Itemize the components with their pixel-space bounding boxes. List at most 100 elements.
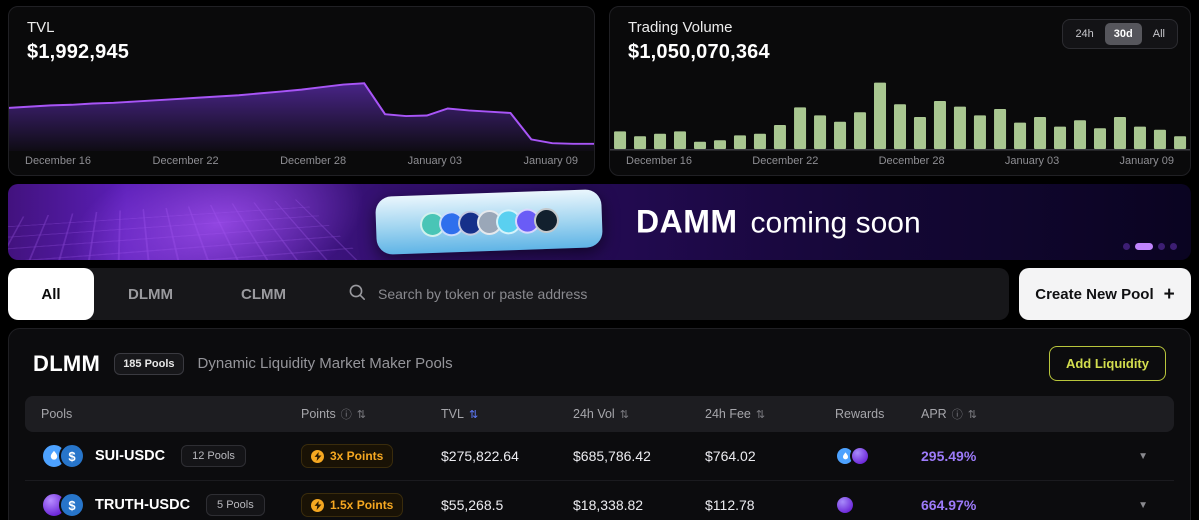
stats-row: TVL $1,992,945 December 16 December 22 Dec… — [0, 0, 1199, 176]
pools-table: Pools Points ⓘ ⇅ TVL ⇅ 24h Vol ⇅ 24h Fee ⇅ Re… — [25, 396, 1174, 520]
axis-label: December 16 — [626, 155, 693, 167]
volume-x-axis: December 16 December 22 December 28 January… — [610, 151, 1190, 175]
points-cell: 3x Points — [301, 444, 441, 468]
volume-card: Trading Volume $1,050,070,364 24h 30d Al… — [609, 6, 1191, 176]
range-24h-button[interactable]: 24h — [1066, 23, 1102, 45]
create-new-pool-label: Create New Pool — [1035, 285, 1154, 303]
tab-clmm[interactable]: CLMM — [241, 285, 286, 303]
table-row-sui-usdc[interactable]: $ SUI-USDC 12 Pools 3x Points $275,822.6… — [25, 432, 1174, 481]
col-header-pools[interactable]: Pools — [41, 407, 73, 421]
section-title: DLMM — [33, 350, 101, 376]
tvl-card: TVL $1,992,945 December 16 December 22 Dec… — [8, 6, 595, 176]
axis-label: December 22 — [152, 155, 219, 167]
expand-row-caret-icon[interactable]: ▼ — [1138, 499, 1148, 511]
apr-cell: 664.97% — [921, 497, 977, 513]
col-header-points[interactable]: Points ⓘ ⇅ — [301, 407, 366, 421]
axis-label: December 22 — [752, 155, 819, 167]
carousel-dot-3[interactable] — [1158, 243, 1165, 250]
usdc-token-icon: $ — [59, 443, 85, 469]
dlmm-pools-section: DLMM 185 Pools Dynamic Liquidity Market … — [8, 328, 1191, 520]
vol-cell: $685,786.42 — [573, 448, 651, 464]
pair-name: SUI-USDC — [95, 448, 166, 464]
axis-label: January 09 — [523, 155, 578, 167]
points-badge: 1.5x Points — [301, 493, 404, 517]
sort-icon: ⇅ — [967, 408, 977, 421]
vol-cell: $18,338.82 — [573, 497, 644, 513]
col-header-24h-fee[interactable]: 24h Fee ⇅ — [705, 407, 766, 421]
tabs-and-search: All DLMM CLMM — [8, 268, 1009, 320]
range-toggle: 24h 30d All — [1062, 19, 1178, 49]
axis-label: December 28 — [878, 155, 945, 167]
axis-label: December 16 — [25, 155, 92, 167]
search-input[interactable] — [378, 286, 841, 302]
volume-title: Trading Volume — [628, 19, 733, 36]
carousel-dot-2-active[interactable] — [1135, 243, 1153, 250]
pool-type-toolbar: All DLMM CLMM Create New Pool + — [8, 268, 1191, 320]
rewards-cell — [835, 446, 921, 466]
volume-bar-chart — [610, 82, 1190, 151]
axis-label: December 28 — [280, 155, 347, 167]
axis-label: January 03 — [1004, 155, 1060, 167]
tvl-area-chart — [9, 82, 594, 151]
tab-all[interactable]: All — [8, 268, 94, 320]
axis-label: January 03 — [407, 155, 463, 167]
damm-promo-banner[interactable]: DAMM coming soon — [8, 184, 1191, 260]
purple-reward-token-icon — [835, 495, 855, 515]
fee-cell: $764.02 — [705, 448, 756, 464]
pools-count-badge: 5 Pools — [206, 494, 265, 516]
fee-cell: $112.78 — [705, 497, 755, 513]
dlmm-section-header: DLMM 185 Pools Dynamic Liquidity Market … — [9, 329, 1190, 396]
col-header-24h-vol[interactable]: 24h Vol ⇅ — [573, 407, 629, 421]
volume-card-header: Trading Volume $1,050,070,364 24h 30d Al… — [610, 7, 1190, 64]
tvl-card-header: TVL $1,992,945 — [9, 7, 594, 64]
lightning-icon — [311, 498, 324, 512]
carousel-dot-1[interactable] — [1123, 243, 1130, 250]
col-header-rewards: Rewards — [835, 407, 885, 421]
purple-reward-token-icon — [850, 446, 870, 466]
add-liquidity-button[interactable]: Add Liquidity — [1048, 346, 1166, 381]
info-icon: ⓘ — [340, 409, 352, 421]
sort-icon: ⇅ — [468, 408, 479, 421]
search-box[interactable] — [348, 283, 1009, 306]
plus-icon: + — [1163, 283, 1175, 305]
section-subtitle: Dynamic Liquidity Market Maker Pools — [197, 355, 453, 372]
info-icon: ⓘ — [951, 409, 963, 421]
tab-dlmm[interactable]: DLMM — [128, 285, 173, 303]
banner-character-icon — [533, 207, 559, 233]
pair-name: TRUTH-USDC — [95, 497, 191, 513]
usdc-token-icon: $ — [59, 492, 85, 518]
sort-icon: ⇅ — [619, 408, 629, 421]
banner-brand: DAMM — [636, 203, 738, 240]
axis-label: January 09 — [1119, 155, 1174, 167]
pool-count-badge: 185 Pools — [114, 352, 184, 375]
col-header-tvl[interactable]: TVL ⇅ — [441, 407, 479, 421]
lightning-icon — [311, 449, 324, 463]
token-pair-icons: $ — [41, 492, 85, 518]
tvl-value: $1,992,945 — [27, 41, 130, 63]
table-row-truth-usdc[interactable]: $ TRUTH-USDC 5 Pools 1.5x Points $55,268… — [25, 481, 1174, 520]
search-icon — [348, 283, 366, 306]
tvl-x-axis: December 16 December 22 December 28 January… — [9, 151, 594, 175]
sort-icon: ⇅ — [755, 408, 766, 421]
banner-characters-image — [375, 189, 603, 255]
volume-value: $1,050,070,364 — [628, 41, 770, 63]
pools-count-badge: 12 Pools — [181, 445, 246, 467]
tvl-title: TVL — [27, 19, 55, 36]
create-new-pool-button[interactable]: Create New Pool + — [1019, 268, 1191, 320]
carousel-dot-4[interactable] — [1170, 243, 1177, 250]
col-header-apr[interactable]: APR ⓘ ⇅ — [921, 407, 977, 421]
banner-carousel-dots — [1123, 243, 1177, 250]
banner-character-coins — [419, 207, 559, 237]
banner-tagline: coming soon — [750, 206, 921, 240]
points-badge: 3x Points — [301, 444, 394, 468]
tvl-cell: $55,268.5 — [441, 497, 504, 513]
banner-text: DAMM coming soon — [636, 204, 921, 241]
range-30d-button[interactable]: 30d — [1104, 23, 1142, 45]
tvl-cell: $275,822.64 — [441, 448, 519, 464]
points-cell: 1.5x Points — [301, 493, 441, 517]
pool-pair-cell: $ TRUTH-USDC 5 Pools — [41, 492, 301, 518]
range-all-button[interactable]: All — [1144, 23, 1174, 45]
token-pair-icons: $ — [41, 443, 85, 469]
rewards-cell — [835, 495, 921, 515]
expand-row-caret-icon[interactable]: ▼ — [1138, 450, 1148, 462]
